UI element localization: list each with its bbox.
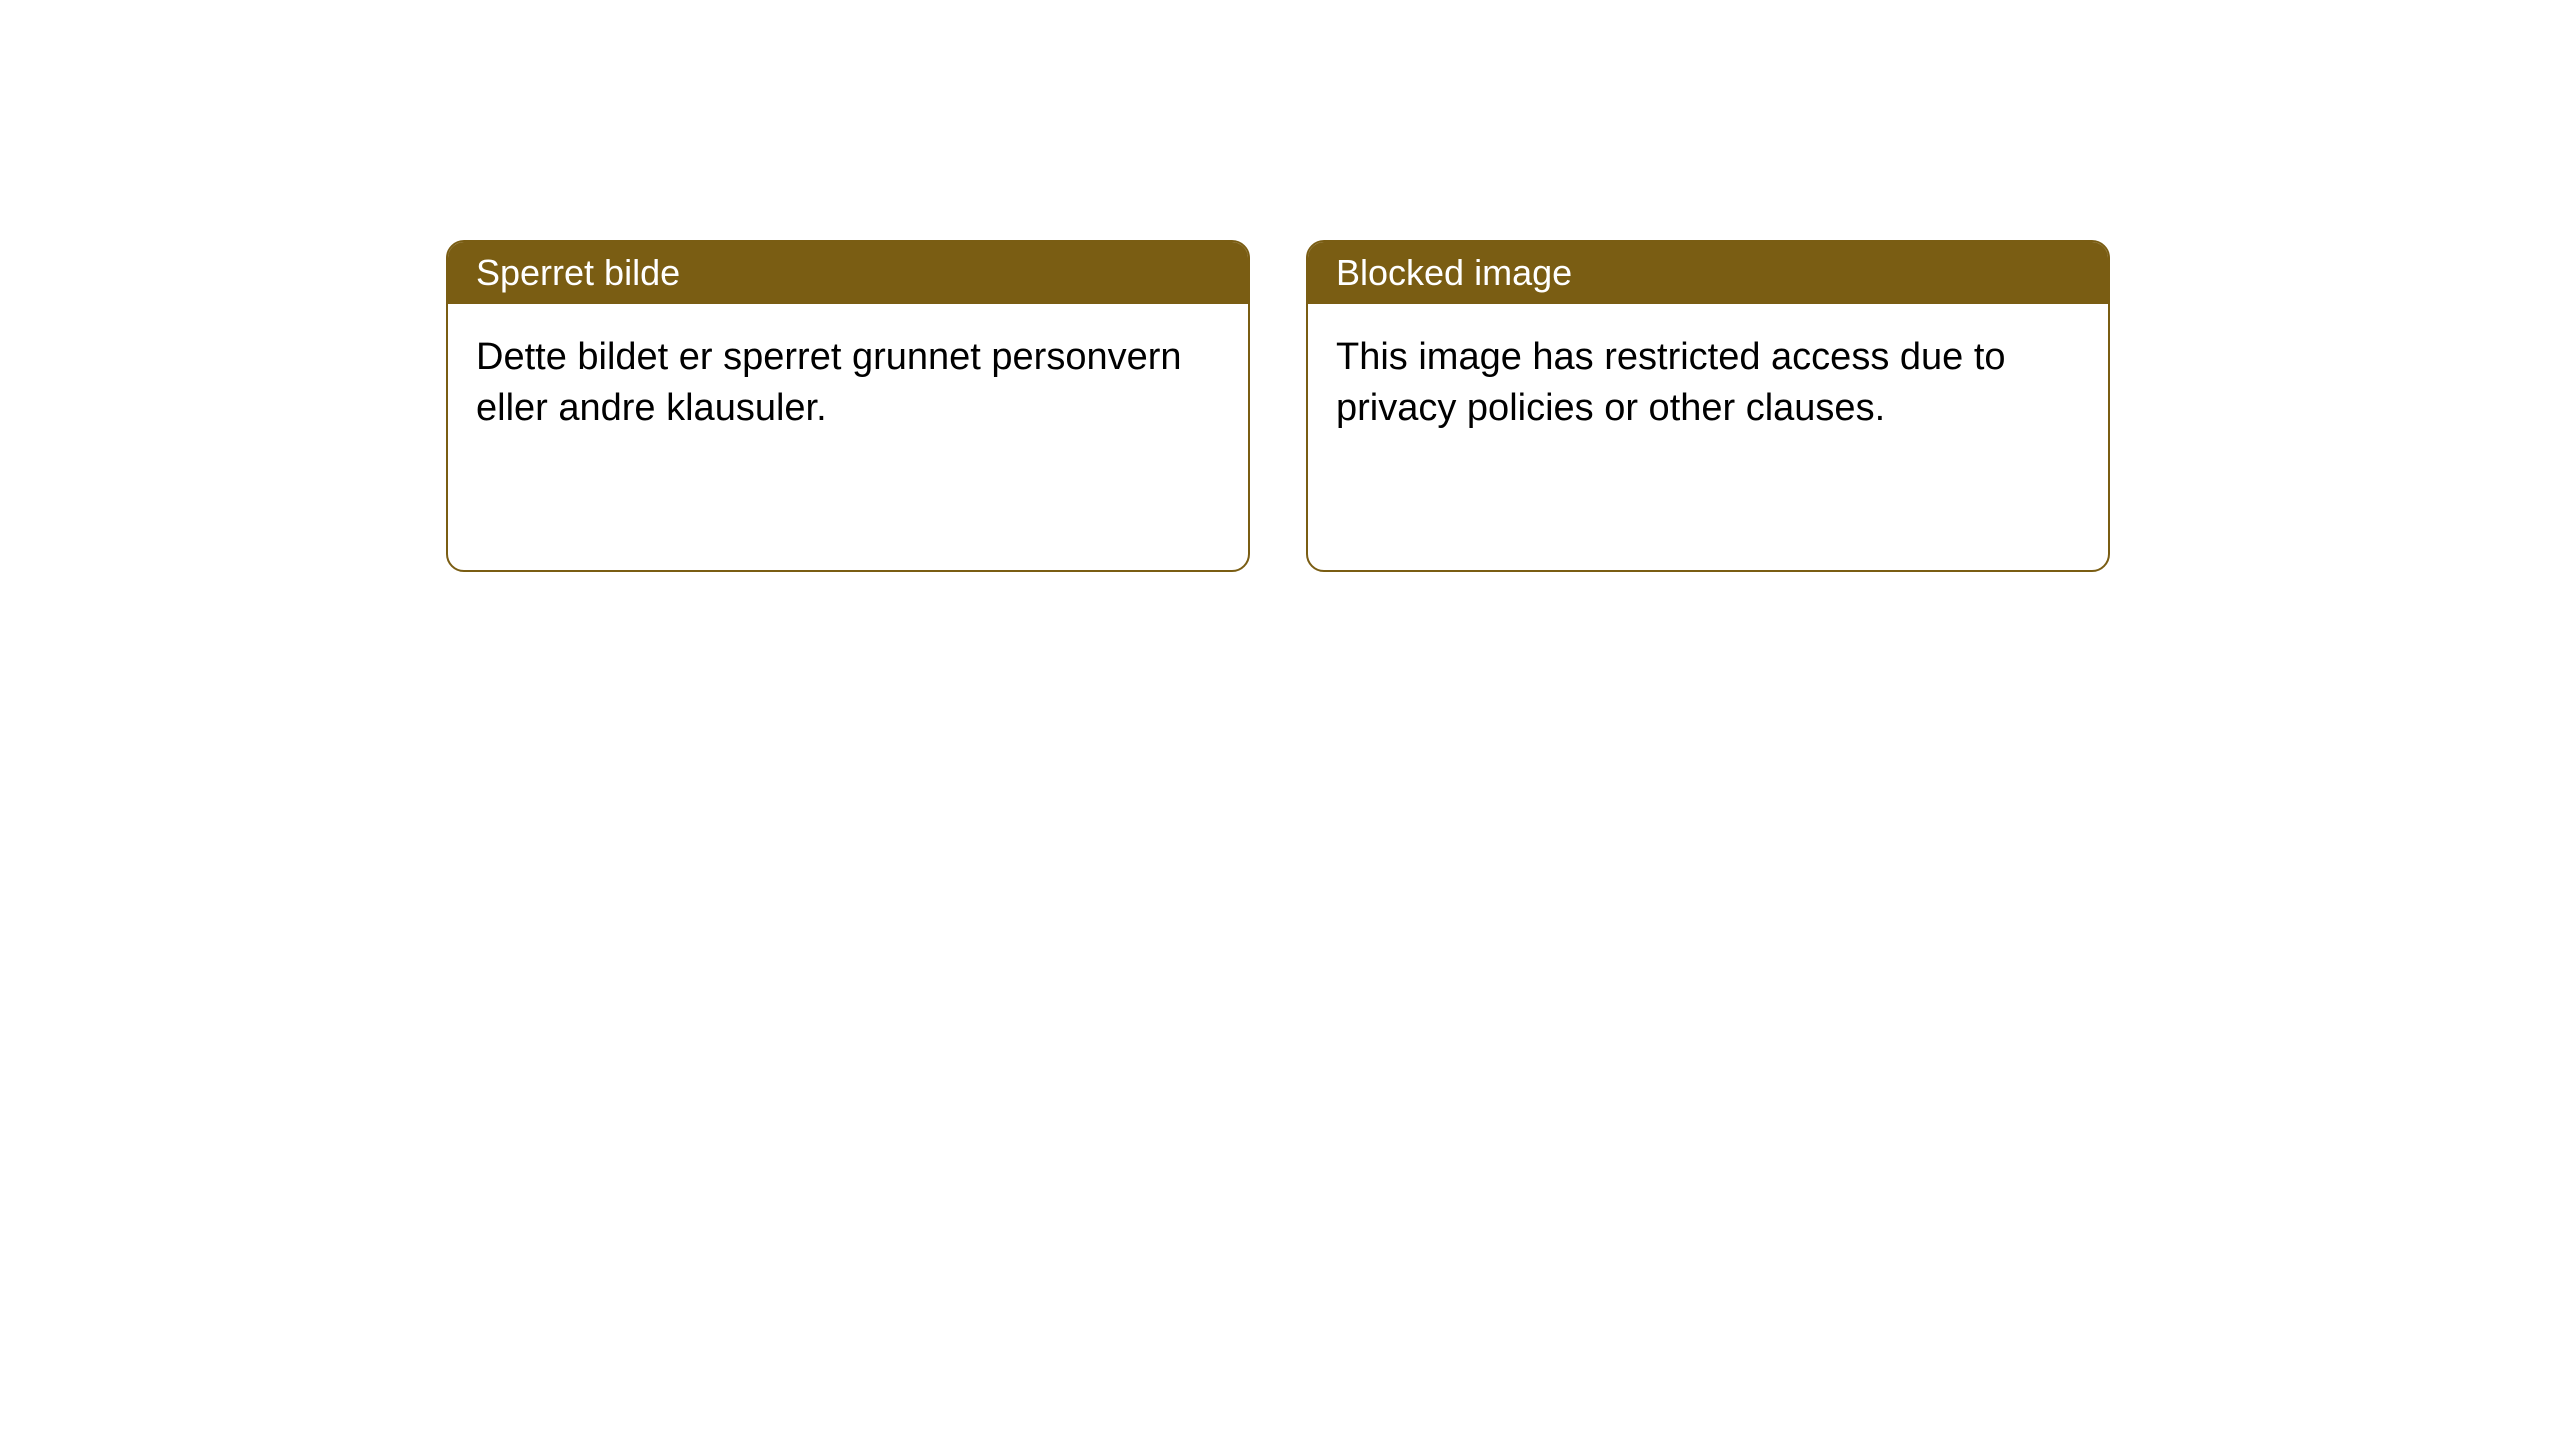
notice-body: This image has restricted access due to … xyxy=(1308,304,2108,463)
notice-body: Dette bildet er sperret grunnet personve… xyxy=(448,304,1248,463)
notice-title: Blocked image xyxy=(1308,242,2108,304)
notice-title: Sperret bilde xyxy=(448,242,1248,304)
notice-card-norwegian: Sperret bilde Dette bildet er sperret gr… xyxy=(446,240,1250,572)
notice-card-english: Blocked image This image has restricted … xyxy=(1306,240,2110,572)
notices-container: Sperret bilde Dette bildet er sperret gr… xyxy=(0,0,2560,572)
